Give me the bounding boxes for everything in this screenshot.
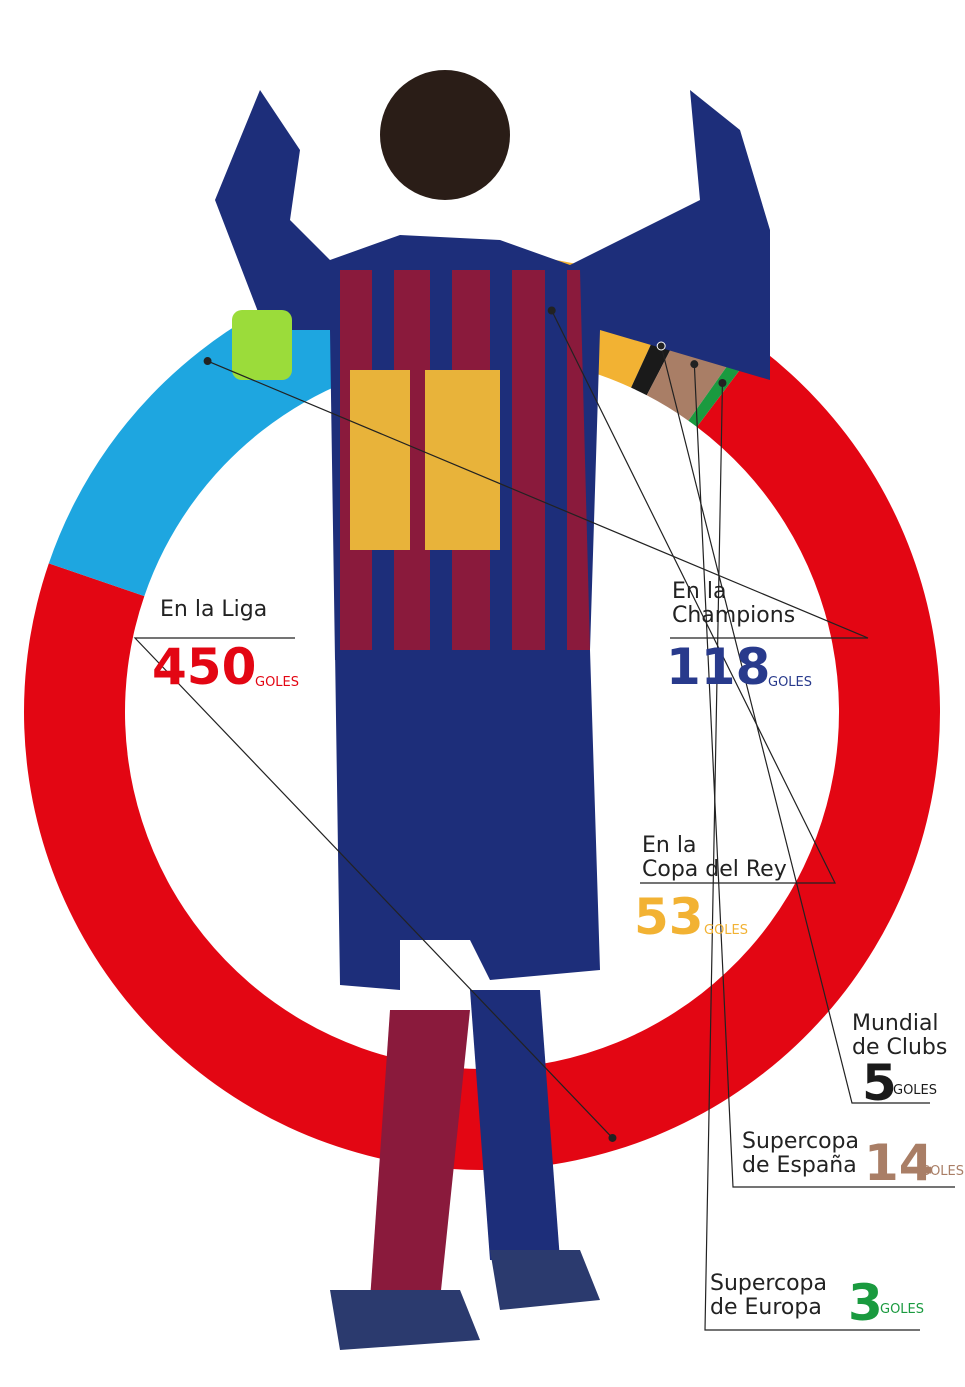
value-label: 118 [666, 638, 771, 696]
leader-dot [608, 1133, 617, 1142]
segment-label: Mundial de Clubs [852, 1011, 948, 1060]
leader-line [704, 382, 920, 1331]
leader-line [551, 310, 836, 884]
leader-line [207, 360, 869, 639]
unit-label: GOLES [920, 1164, 965, 1179]
unit-label: GOLES [255, 675, 300, 690]
leader-line [693, 364, 955, 1188]
segment-label: En la Champions [672, 579, 796, 628]
segment-label: En la Copa del Rey [642, 833, 787, 882]
unit-label: GOLES [880, 1302, 925, 1317]
segment-label: En la Liga [160, 597, 268, 622]
value-label: 5 [862, 1054, 897, 1112]
leader-dot [203, 357, 212, 366]
leaders [133, 306, 955, 1331]
value-label: 450 [152, 638, 257, 696]
value-label: 3 [848, 1274, 883, 1332]
unit-label: GOLES [893, 1083, 938, 1098]
leader-dot [547, 306, 556, 315]
segment-label: Supercopa de Europa [710, 1271, 827, 1320]
value-label: 53 [634, 888, 704, 946]
leader-dot [656, 341, 666, 351]
leader-line [133, 637, 613, 1139]
leader-dot [690, 360, 699, 369]
unit-label: GOLES [704, 923, 749, 938]
leader-line [660, 345, 930, 1104]
leader-dot [718, 378, 727, 387]
player-photo [215, 70, 770, 1350]
value-label: 14 [864, 1134, 934, 1192]
segment-label: Supercopa de España [742, 1129, 859, 1178]
unit-label: GOLES [768, 675, 813, 690]
